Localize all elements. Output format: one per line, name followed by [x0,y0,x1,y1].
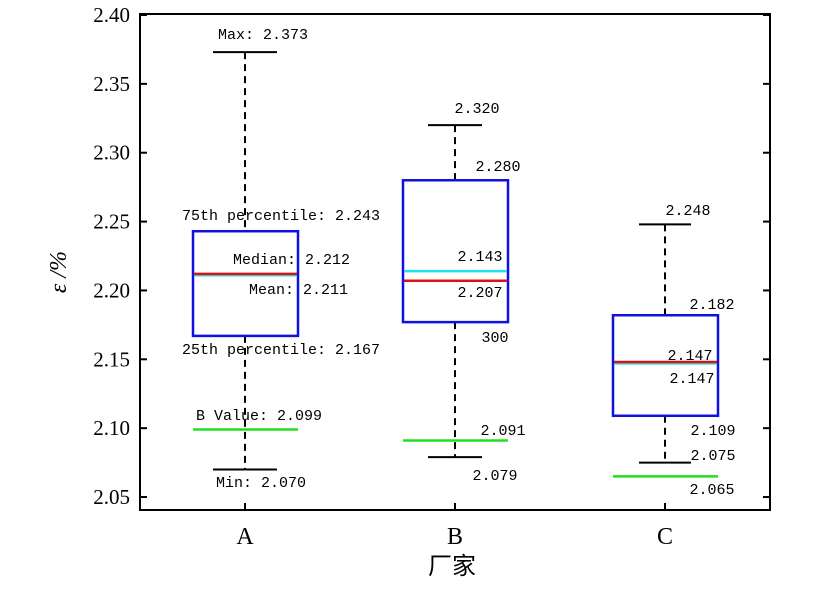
value-label: 2.182 [689,297,734,314]
value-label: Min: 2.070 [216,475,306,492]
y-tick-label: 2.40 [93,3,130,27]
iqr-box [191,229,300,338]
value-label: 2.075 [690,448,735,465]
x-tick-label: A [236,524,254,550]
value-label: 300 [481,330,508,347]
value-label: 2.065 [689,482,734,499]
value-label: 2.079 [472,468,517,485]
value-label: 2.147 [669,371,714,388]
value-label: 25th percentile: 2.167 [182,342,380,359]
value-label: 75th percentile: 2.243 [182,208,380,225]
y-tick-label: 2.05 [93,485,130,509]
value-label: 2.109 [690,423,735,440]
y-tick-label: 2.35 [93,72,130,96]
y-axis-label: ε /% [46,251,72,293]
value-label: Median: 2.212 [233,252,350,269]
value-label: Max: 2.373 [218,27,308,44]
value-label: Mean: 2.211 [249,282,348,299]
y-tick-label: 2.20 [93,278,130,302]
y-tick-label: 2.10 [93,416,130,440]
box-b: 2.320 2.280 2.143 2.207 300 2.091 2.079 [401,101,526,485]
y-tick-label: 2.25 [93,210,130,234]
iqr-box [611,313,720,418]
value-label: B Value: 2.099 [196,408,322,425]
box-a: Max: 2.373 75th percentile: 2.243 Median: … [182,27,380,492]
x-tick-label: C [657,524,673,550]
box-c: 2.248 2.182 2.147 2.147 2.109 2.075 2.065 [611,203,736,499]
value-label: 2.091 [480,423,525,440]
iqr-box [401,179,510,324]
x-tick-label: B [447,524,463,550]
x-axis-label: 厂家 [428,553,476,580]
value-label: 2.147 [667,348,712,365]
value-label: 2.280 [475,159,520,176]
y-tick-label: 2.15 [93,347,130,371]
value-label: 2.248 [665,203,710,220]
y-tick-label: 2.30 [93,141,130,165]
value-label: 2.320 [454,101,499,118]
value-label: 2.207 [457,285,502,302]
value-label: 2.143 [457,249,502,266]
